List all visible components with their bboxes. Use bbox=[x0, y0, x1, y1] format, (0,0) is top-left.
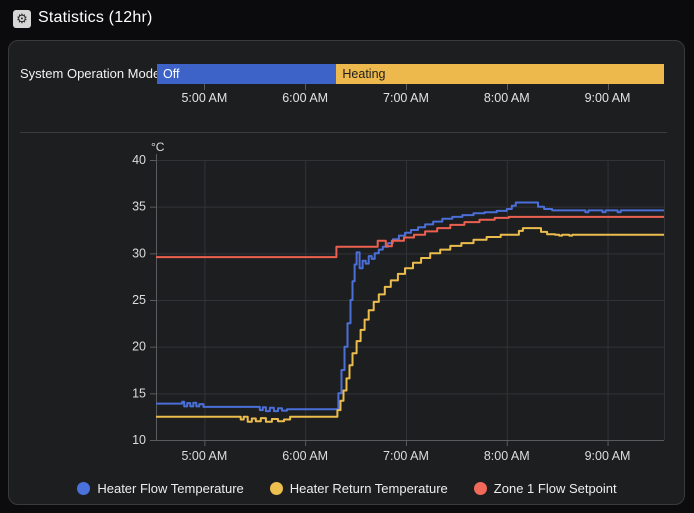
y-tick-label: 25 bbox=[132, 293, 146, 307]
legend-label: Heater Return Temperature bbox=[289, 480, 448, 496]
temperature-chart[interactable]: °C 10 15 20 25 30 35 40 5:00 AM 6:00 AM 7:00 AM 8:0… bbox=[0, 133, 694, 470]
legend-color-dot bbox=[473, 481, 487, 495]
y-tick-label: 20 bbox=[132, 340, 146, 354]
axis-tick bbox=[506, 84, 508, 90]
legend-item-zone-1-flow-setpoint[interactable]: Zone 1 Flow Setpoint bbox=[473, 480, 617, 496]
operation-mode-time-labels: 5:00 AM 6:00 AM 7:00 AM 8:00 AM 9:00 AM bbox=[0, 91, 694, 107]
time-tick-label: 8:00 AM bbox=[483, 91, 530, 105]
axes bbox=[150, 154, 664, 446]
legend-item-heater-flow-temperature[interactable]: Heater Flow Temperature bbox=[77, 480, 244, 496]
operation-mode-timeline: Off Heating bbox=[0, 64, 694, 84]
time-tick-label: 6:00 AM bbox=[282, 91, 329, 105]
page-title: Statistics (12hr) bbox=[38, 9, 153, 26]
axis-tick bbox=[204, 84, 206, 90]
operation-mode-label: System Operation Mode bbox=[20, 66, 161, 81]
y-tick-label: 10 bbox=[132, 433, 146, 447]
x-tick-label: 9:00 AM bbox=[585, 449, 631, 463]
axis-tick bbox=[607, 84, 609, 90]
y-tick-label: 15 bbox=[132, 386, 146, 400]
legend-label: Zone 1 Flow Setpoint bbox=[493, 480, 617, 496]
series-line-heater-flow-temperature bbox=[156, 201, 664, 413]
mode-segment-heating[interactable]: Heating bbox=[336, 64, 664, 84]
y-tick-label: 40 bbox=[132, 153, 146, 167]
axis-tick bbox=[405, 84, 407, 90]
legend-color-dot bbox=[77, 481, 91, 495]
legend-item-heater-return-temperature[interactable]: Heater Return Temperature bbox=[269, 480, 448, 496]
gridlines bbox=[156, 160, 665, 441]
y-axis-unit-label: °C bbox=[151, 140, 165, 154]
section-divider bbox=[20, 132, 667, 133]
axis-tick bbox=[305, 84, 307, 90]
x-tick-label: 5:00 AM bbox=[181, 449, 227, 463]
x-tick-label: 8:00 AM bbox=[484, 449, 530, 463]
legend-label: Heater Flow Temperature bbox=[97, 480, 244, 496]
series-line-heater-return-temperature bbox=[156, 227, 664, 423]
y-tick-label: 35 bbox=[132, 200, 146, 214]
chart-legend: Heater Flow Temperature Heater Return Tem… bbox=[0, 477, 694, 499]
series-line-zone-1-flow-setpoint bbox=[156, 215, 664, 259]
mode-segment-off[interactable]: Off bbox=[157, 64, 337, 84]
time-tick-label: 9:00 AM bbox=[584, 91, 631, 105]
time-tick-label: 7:00 AM bbox=[383, 91, 429, 105]
operation-mode-axis-ticks bbox=[0, 84, 694, 90]
y-tick-label: 30 bbox=[132, 246, 146, 260]
legend-color-dot bbox=[269, 481, 283, 495]
time-tick-label: 5:00 AM bbox=[181, 91, 228, 105]
x-tick-label: 7:00 AM bbox=[383, 449, 429, 463]
gear-icon[interactable]: ⚙ bbox=[13, 10, 31, 28]
statistics-card bbox=[8, 40, 685, 505]
x-tick-label: 6:00 AM bbox=[282, 449, 328, 463]
app-header: ⚙ Statistics (12hr) bbox=[0, 0, 694, 40]
